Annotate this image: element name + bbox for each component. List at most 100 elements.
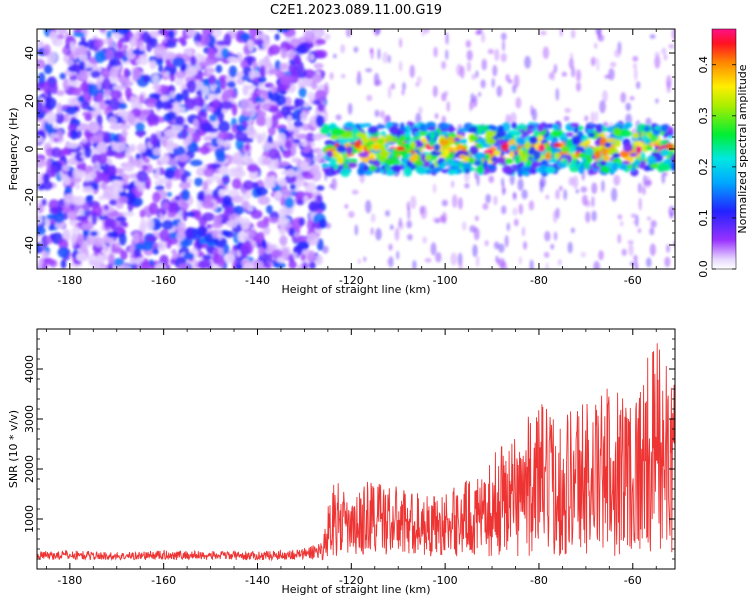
heatmap-cell (37, 213, 43, 226)
heatmap-cell (649, 243, 656, 256)
heatmap-cell (71, 226, 81, 237)
heatmap-cell (473, 227, 480, 241)
heatmap-cell (38, 72, 46, 85)
heatmap-cell (475, 70, 479, 78)
heatmap-cell (142, 109, 152, 116)
heatmap-cell (154, 180, 164, 186)
heatmap-cell (111, 179, 123, 186)
heatmap-cell (102, 77, 111, 91)
heatmap-cell (132, 159, 142, 167)
heatmap-cell (206, 67, 214, 75)
heatmap-cell (55, 90, 65, 97)
heatmap-cell (122, 211, 135, 217)
heatmap-cell (590, 111, 595, 125)
heatmap-cell (184, 227, 194, 240)
heatmap-cell (70, 129, 78, 140)
heatmap-cell (141, 164, 149, 171)
heatmap-cell (524, 55, 531, 69)
heatmap-cell (278, 177, 287, 188)
heatmap-cell (48, 223, 55, 231)
heatmap-cell (257, 75, 267, 84)
heatmap-cell (649, 34, 656, 39)
heatmap-y-ticks: -40 -20 0 20 40 (23, 28, 675, 270)
heatmap-cell (226, 219, 238, 228)
heatmap-cell (145, 97, 158, 105)
heatmap-cell (505, 74, 510, 82)
heatmap-cell (539, 30, 547, 36)
heatmap-cell (264, 177, 274, 189)
heatmap-cell (620, 92, 627, 104)
heatmap-cell (552, 124, 560, 130)
heatmap-cell (667, 126, 674, 134)
heatmap-cell (481, 32, 486, 43)
heatmap-cell (248, 229, 257, 239)
heatmap-cell (590, 56, 597, 66)
heatmap-cell (79, 60, 86, 71)
heatmap-cell (445, 32, 449, 45)
heatmap-cell (103, 204, 109, 211)
heatmap-cell (440, 131, 449, 136)
heatmap-cell (433, 143, 441, 152)
heatmap-cell (513, 218, 519, 227)
heatmap-cell (461, 138, 468, 145)
heatmap-cell (37, 203, 43, 214)
heatmap-cell (45, 111, 57, 125)
heatmap-cell (316, 238, 324, 251)
heatmap-cell (310, 163, 320, 173)
heatmap-cell (496, 85, 503, 97)
heatmap-cell (108, 97, 122, 111)
heatmap-cell (154, 58, 164, 66)
heatmap-cell (152, 248, 160, 255)
heatmap-cell (80, 223, 92, 231)
heatmap-cell (367, 125, 379, 135)
heatmap-cell (195, 33, 202, 43)
heatmap-cell (227, 56, 236, 63)
heatmap-cell (173, 104, 181, 114)
heatmap-cell (424, 257, 432, 263)
heatmap-cell (292, 252, 298, 258)
heatmap-cell (416, 165, 427, 175)
heatmap-cell (295, 44, 307, 55)
heatmap-cell (217, 131, 229, 140)
heatmap-cell (252, 181, 259, 189)
heatmap-cell (94, 50, 106, 64)
heatmap-cell (641, 186, 646, 196)
heatmap-cell (215, 152, 227, 163)
heatmap-cell (206, 163, 213, 170)
heatmap-cell (159, 95, 171, 101)
heatmap-cell (279, 62, 288, 71)
heatmap-cell (295, 199, 305, 206)
heatmap-cell (215, 64, 223, 74)
x-tick-label: -120 (339, 574, 364, 587)
heatmap-cell (396, 250, 400, 260)
heatmap-cell (336, 144, 346, 153)
heatmap-cell (92, 102, 100, 110)
heatmap-cell (63, 176, 71, 186)
heatmap-cell (105, 149, 115, 157)
heatmap-cell (324, 168, 336, 177)
heatmap-cell (298, 87, 307, 98)
heatmap-cell (434, 113, 439, 119)
heatmap-cell (224, 253, 235, 264)
heatmap-cell (481, 58, 487, 71)
heatmap-cell (274, 33, 280, 41)
heatmap-cell (221, 176, 230, 183)
heatmap-cell (318, 218, 327, 229)
heatmap-cell (56, 102, 63, 115)
heatmap-cell (157, 239, 167, 252)
heatmap-cell (375, 228, 382, 241)
heatmap-y-axis-label: Frequency (Hz) (7, 108, 20, 191)
heatmap-cell (646, 155, 656, 165)
heatmap-cell (268, 68, 281, 75)
heatmap-cell (365, 199, 372, 214)
heatmap-cell (274, 262, 286, 269)
heatmap-cell (422, 236, 428, 244)
heatmap-cell (256, 110, 267, 119)
heatmap-cell (313, 29, 321, 38)
heatmap-cell (49, 30, 57, 41)
heatmap-cell (231, 178, 242, 190)
heatmap-cell (387, 85, 392, 99)
heatmap-cell (117, 196, 129, 204)
heatmap-cell (317, 103, 325, 112)
heatmap-cell (645, 145, 653, 151)
